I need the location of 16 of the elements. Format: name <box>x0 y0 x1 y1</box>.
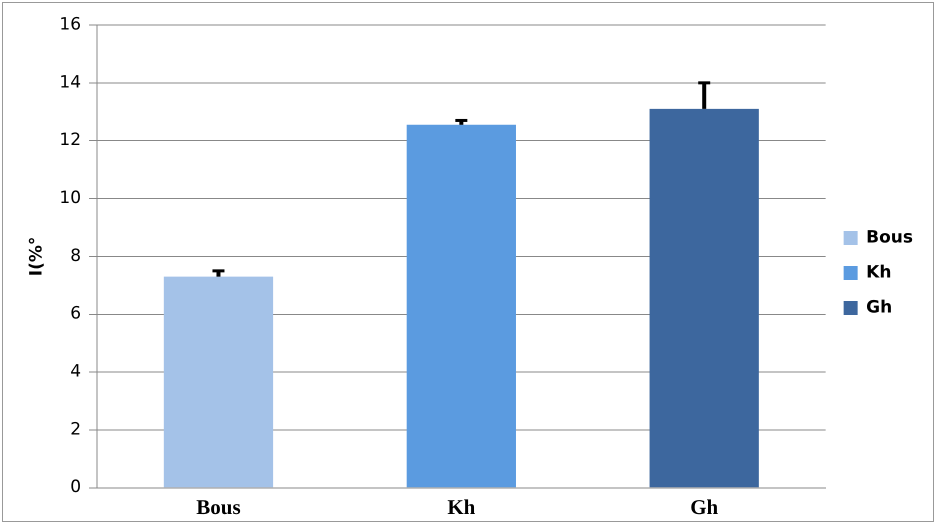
legend-label: Gh <box>866 297 892 318</box>
y-tick-label: 2 <box>70 419 82 440</box>
y-tick-label: 0 <box>70 477 82 498</box>
legend-label: Bous <box>866 227 913 248</box>
x-tick-label: Gh <box>690 494 719 519</box>
legend-label: Kh <box>866 262 892 282</box>
y-tick-label: 8 <box>70 246 82 266</box>
x-tick-label: Kh <box>447 494 476 519</box>
y-tick-label: 16 <box>59 14 82 34</box>
y-axis-title: I(%° <box>26 236 47 276</box>
x-tick-label: Bous <box>196 494 241 519</box>
y-tick-label: 4 <box>70 362 82 382</box>
y-tick-label: 6 <box>70 304 82 324</box>
y-tick-label: 12 <box>59 130 82 150</box>
y-tick-label: 14 <box>59 72 82 92</box>
y-tick-label: 10 <box>59 188 82 208</box>
